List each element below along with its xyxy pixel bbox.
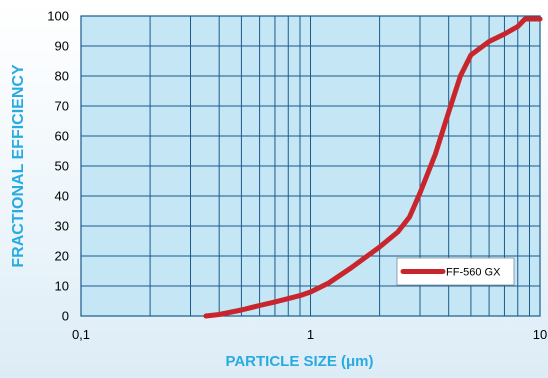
y-tick-label: 100 <box>47 9 69 24</box>
y-tick-label: 70 <box>55 99 69 114</box>
y-tick-label: 50 <box>55 159 69 174</box>
y-tick-label: 20 <box>55 249 69 264</box>
y-tick-label: 30 <box>55 219 69 234</box>
x-tick-label: 10 <box>533 327 547 342</box>
y-gridlines <box>81 45 540 287</box>
legend-label: FF-560 GX <box>446 267 501 279</box>
y-tick-labels: 0 10 20 30 40 50 60 70 80 90 100 <box>47 9 69 324</box>
x-axis-title: PARTICLE SIZE (μm) <box>225 353 373 370</box>
y-tick-label: 80 <box>55 69 69 84</box>
x-tick-label: 1 <box>307 327 314 342</box>
y-tick-label: 90 <box>55 39 69 54</box>
y-tick-label: 60 <box>55 129 69 144</box>
y-tick-label: 40 <box>55 189 69 204</box>
y-tick-label: 10 <box>55 279 69 294</box>
plot-border <box>80 15 541 317</box>
series-line <box>203 16 543 319</box>
x-tick-label: 0,1 <box>72 327 90 342</box>
y-tick-label: 0 <box>62 309 69 324</box>
series-layer <box>203 16 543 319</box>
y-axis-title: FRACTIONAL EFFICIENCY <box>10 64 27 268</box>
x-tick-labels: 0,1 1 10 <box>72 327 547 342</box>
legend: FF-560 GX <box>396 257 515 286</box>
